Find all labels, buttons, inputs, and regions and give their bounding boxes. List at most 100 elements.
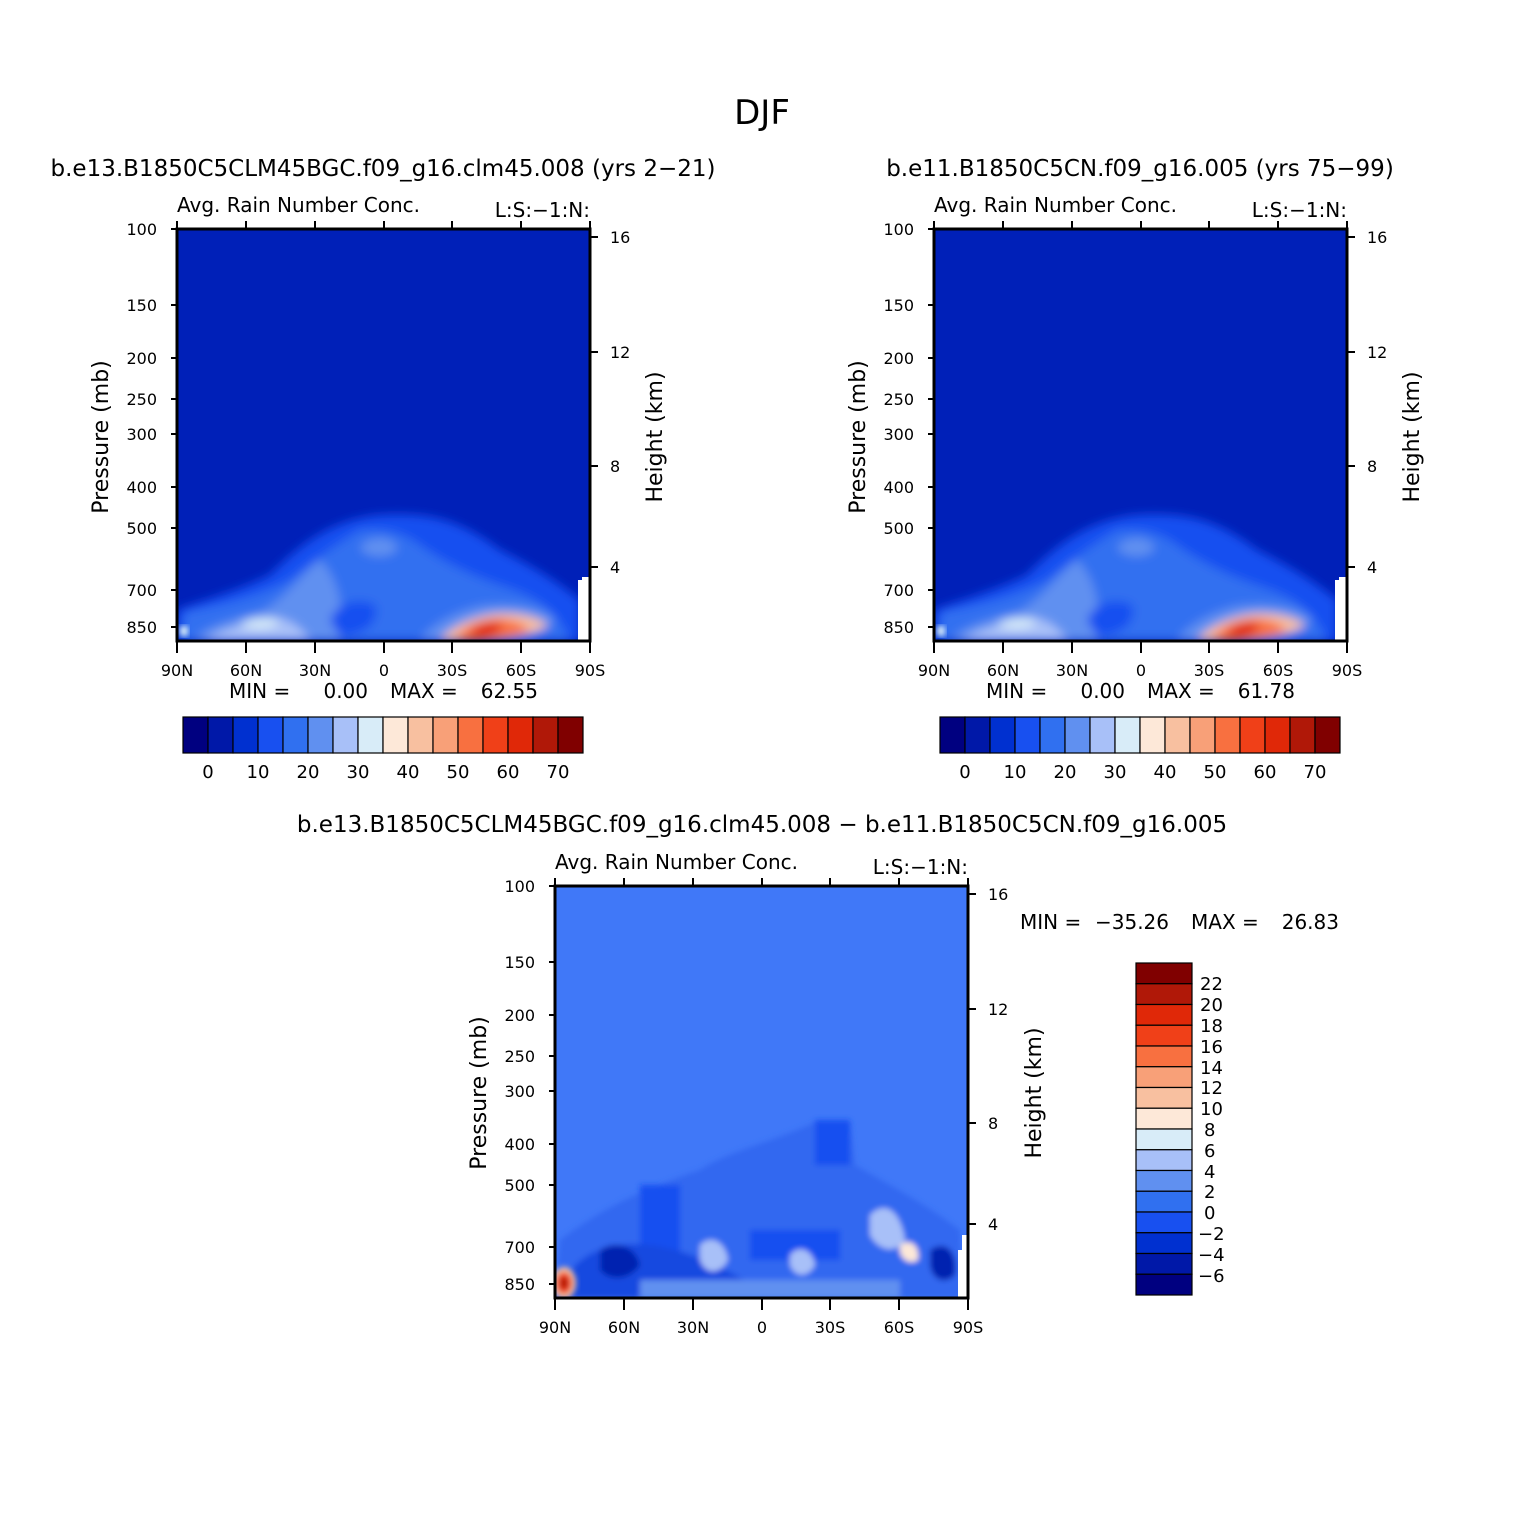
- panel-2-xtick-labels: 90N 60N 30N 0 30S 60S 90S: [918, 661, 1362, 680]
- panel-2-rtick-label: 4: [1367, 558, 1377, 577]
- panel-2-colorbar-swatch: [1139, 716, 1166, 754]
- panel-2-minmax: MIN = 0.00 MAX = 61.78: [986, 679, 1295, 703]
- panel-3-cb-label: 8: [1204, 1120, 1215, 1141]
- panel-3-ytick-label: 300: [504, 1082, 535, 1101]
- panel-2-colorbar-swatch: [1239, 716, 1266, 754]
- panel-3-ytick-label: 500: [504, 1176, 535, 1195]
- panel-2-colorbar-swatch: [1314, 716, 1341, 754]
- panel-2-colorbar-swatch: [1164, 716, 1191, 754]
- panel-2-xtick-label: 0: [1136, 661, 1146, 680]
- panel-1-colorbar-swatch: [357, 716, 384, 754]
- panel-3-ytick-label: 250: [504, 1047, 535, 1066]
- panel-2-ytick-label: 850: [883, 618, 914, 637]
- panel-3-cb-label: 16: [1200, 1037, 1223, 1058]
- panel-1-cb-label: 60: [497, 762, 520, 783]
- panel-3-rtick-label: 8: [988, 1114, 998, 1133]
- panel-2-colorbar-swatch: [964, 716, 991, 754]
- panel-3-ytick-label: 200: [504, 1006, 535, 1025]
- panel-1-ylabel-right: Height (km): [643, 371, 668, 502]
- panel-2-ylabel-right: Height (km): [1400, 371, 1425, 502]
- panel-2-rtick-label: 8: [1367, 457, 1377, 476]
- panel-2-xtick-label: 30S: [1194, 661, 1225, 680]
- panel-1-colorbar-swatch: [232, 716, 259, 754]
- panel-3-colorbar-swatch: [1135, 1024, 1193, 1047]
- panel-3-cb-label: 22: [1200, 974, 1223, 995]
- panel-3-subtitle: Avg. Rain Number Conc.: [555, 850, 798, 874]
- panel-2-corner-label: L:S:−1:N:: [1252, 198, 1347, 222]
- panel-1-colorbar-swatch: [432, 716, 459, 754]
- panel-2-colorbar-swatch: [1264, 716, 1291, 754]
- panel-1-rtick-label: 12: [610, 343, 630, 362]
- panel-2-colorbar-swatch: [1039, 716, 1066, 754]
- panel-1-colorbar-swatch: [307, 716, 334, 754]
- panel-1-ytick-label: 850: [126, 618, 157, 637]
- panel-3-cb-label: −6: [1198, 1266, 1225, 1287]
- panel-1-right-tick-labels: 16 12 8 4: [610, 228, 630, 577]
- panel-1-cb-label: 50: [447, 762, 470, 783]
- panel-3-cb-label: 4: [1204, 1162, 1215, 1183]
- panel-1-corner-label: L:S:−1:N:: [495, 198, 590, 222]
- panel-2-ytick-label: 700: [883, 581, 914, 600]
- panel-3-cb-label: 2: [1204, 1182, 1215, 1203]
- panel-2-xtick-label: 90S: [1332, 661, 1363, 680]
- panel-1-colorbar-swatch: [257, 716, 284, 754]
- panel-1-colorbar-swatch: [282, 716, 309, 754]
- panel-3-cb-label: 10: [1200, 1099, 1223, 1120]
- panel-1-colorbar-swatch: [407, 716, 434, 754]
- panel-3-rtick-label: 12: [988, 1000, 1008, 1019]
- panel-1-cb-label: 70: [547, 762, 570, 783]
- panel-2-cb-label: 30: [1104, 762, 1127, 783]
- panel-2-cb-label: 0: [959, 762, 970, 783]
- panel-2-ytick-label: 100: [883, 220, 914, 239]
- panel-2-ytick-label: 150: [883, 296, 914, 315]
- panel-1: b.e13.B1850C5CLM45BGC.f09_g16.clm45.008 …: [51, 156, 716, 783]
- figure-title: DJF: [734, 93, 790, 133]
- panel-3-field: [555, 886, 968, 1298]
- panel-3-cb-label: 0: [1204, 1203, 1215, 1224]
- panel-1-cb-label: 10: [247, 762, 270, 783]
- panel-3-minmax: MIN = −35.26 MAX = 26.83: [1020, 910, 1339, 934]
- panel-2-rtick-label: 16: [1367, 228, 1387, 247]
- panel-3-xtick-label: 30S: [815, 1318, 846, 1337]
- panel-2-colorbar-swatch: [1189, 716, 1216, 754]
- panel-3-colorbar-swatch: [1135, 1211, 1193, 1234]
- panel-1-colorbar-swatch: [532, 716, 559, 754]
- panel-2-xtick-label: 60S: [1263, 661, 1294, 680]
- panel-2-ytick-label: 400: [883, 478, 914, 497]
- panel-1-rtick-label: 8: [610, 457, 620, 476]
- panel-1-xtick-label: 90S: [575, 661, 606, 680]
- panel-3-colorbar-swatch: [1135, 1169, 1193, 1192]
- panel-3-colorbar-labels: 22 20 18 16 14 12 10 8 6 4 2 0 −2 −4 −6: [1198, 974, 1225, 1287]
- panel-1-ytick-label: 200: [126, 349, 157, 368]
- panel-2-right-tick-labels: 16 12 8 4: [1367, 228, 1387, 577]
- panel-1-colorbar-swatch: [332, 716, 359, 754]
- panel-1-xtick-label: 60S: [506, 661, 537, 680]
- panel-1-ytick-label: 100: [126, 220, 157, 239]
- panel-3-cb-label: 14: [1200, 1058, 1223, 1079]
- panel-1-xtick-label: 30N: [299, 661, 331, 680]
- panel-3-colorbar-swatch: [1135, 1252, 1193, 1275]
- panel-3-colorbar-swatch: [1135, 1045, 1193, 1068]
- panel-1-xtick-label: 0: [379, 661, 389, 680]
- panel-2-title: b.e11.B1850C5CN.f09_g16.005 (yrs 75−99): [886, 156, 1394, 182]
- panel-2-ylabel: Pressure (mb): [846, 360, 871, 514]
- panel-2-ytick-labels: 100 150 200 250 300 400 500 700 850: [883, 220, 914, 637]
- panel-1-colorbar-swatch: [382, 716, 409, 754]
- panel-1-cb-label: 30: [347, 762, 370, 783]
- panel-3-max-label: MAX =: [1191, 910, 1259, 934]
- panel-1-field: [177, 229, 590, 641]
- panel-3-xtick-label: 0: [757, 1318, 767, 1337]
- panel-1-ylabel: Pressure (mb): [89, 360, 114, 514]
- panel-1-colorbar: [182, 716, 584, 754]
- panel-3-title: b.e13.B1850C5CLM45BGC.f09_g16.clm45.008 …: [297, 812, 1227, 838]
- panel-2-min-value: 0.00: [1080, 679, 1125, 703]
- panel-3-xtick-label: 60N: [608, 1318, 640, 1337]
- panel-3-colorbar: [1135, 962, 1193, 1296]
- panel-2-xtick-label: 60N: [987, 661, 1019, 680]
- panel-3: b.e13.B1850C5CLM45BGC.f09_g16.clm45.008 …: [297, 812, 1339, 1337]
- panel-3-ylabel-right: Height (km): [1022, 1027, 1047, 1158]
- panel-1-ytick-label: 250: [126, 390, 157, 409]
- panel-1-ytick-label: 700: [126, 581, 157, 600]
- panel-3-xtick-label: 60S: [884, 1318, 915, 1337]
- panel-3-colorbar-swatch: [1135, 983, 1193, 1006]
